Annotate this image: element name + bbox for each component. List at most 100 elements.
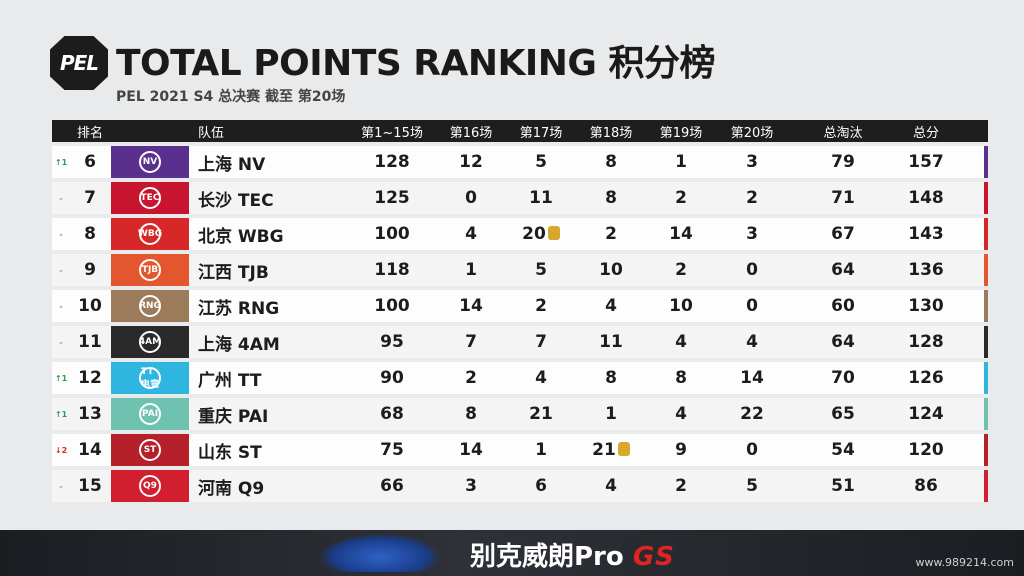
cell-games-1-15: 95 bbox=[348, 332, 436, 352]
cell-value: 54 bbox=[831, 440, 855, 460]
team-name: 广州 TT bbox=[198, 370, 262, 391]
cell-game-20: 4 bbox=[716, 332, 788, 352]
team-logo-cell: Q9 bbox=[110, 470, 190, 502]
rank-cell: 14 bbox=[78, 440, 102, 460]
cell-game-18: 8 bbox=[576, 188, 646, 208]
cell-value: 4 bbox=[746, 332, 758, 352]
team-name: 北京 WBG bbox=[198, 226, 284, 247]
cell-game-19: 14 bbox=[646, 224, 716, 244]
cell-value: 8 bbox=[605, 152, 617, 172]
cell-value: 71 bbox=[831, 188, 855, 208]
cell-value: 157 bbox=[908, 152, 944, 172]
team-color-accent bbox=[984, 470, 988, 502]
cell-game-17: 1 bbox=[506, 440, 576, 460]
cell-game-20: 3 bbox=[716, 152, 788, 172]
cell-total-kills: 70 bbox=[788, 368, 898, 388]
cell-game-19: 2 bbox=[646, 476, 716, 496]
cell-total-kills: 64 bbox=[788, 260, 898, 280]
cell-value: 70 bbox=[831, 368, 855, 388]
cell-game-17: 5 bbox=[506, 152, 576, 172]
cell-games-1-15: 125 bbox=[348, 188, 436, 208]
cell-value: 1 bbox=[465, 260, 477, 280]
team-logo-icon: PAI bbox=[111, 398, 189, 430]
col-game-20: 第20场 bbox=[730, 125, 774, 141]
page-title: TOTAL POINTS RANKING 积分榜 bbox=[116, 43, 716, 84]
table-row: -8 WBG 北京 WBG 100 4 20 2 14 3 67 143 bbox=[52, 218, 988, 250]
team-color-accent bbox=[984, 146, 988, 178]
table-row: -10 RNG 江苏 RNG 100 14 2 4 10 0 60 130 bbox=[52, 290, 988, 322]
cell-value: 0 bbox=[746, 440, 758, 460]
cell-game-20: 2 bbox=[716, 188, 788, 208]
cell-total-kills: 67 bbox=[788, 224, 898, 244]
cell-game-19: 1 bbox=[646, 152, 716, 172]
team-logo-abbr: TEC bbox=[139, 187, 161, 209]
rank-cell: 11 bbox=[78, 332, 102, 352]
cell-value: 148 bbox=[908, 188, 944, 208]
cell-value: 4 bbox=[675, 332, 687, 352]
pel-logo: PEL bbox=[50, 36, 108, 90]
team-logo-cell: NV bbox=[110, 146, 190, 178]
rank-change-indicator: - bbox=[59, 265, 63, 275]
table-row: ↑1 6 NV 上海 NV 128 12 5 8 1 3 79 157 bbox=[52, 146, 988, 178]
cell-total-kills: 79 bbox=[788, 152, 898, 172]
cell-value: 51 bbox=[831, 476, 855, 496]
cell-value: 14 bbox=[459, 440, 483, 460]
cell-game-16: 1 bbox=[436, 260, 506, 280]
team-logo-cell: 4AM bbox=[110, 326, 190, 358]
cell-value: 6 bbox=[535, 476, 547, 496]
cell-game-18: 2 bbox=[576, 224, 646, 244]
team-name: 重庆 PAI bbox=[198, 406, 269, 427]
rank-change-indicator: - bbox=[59, 481, 63, 491]
cell-total-points: 86 bbox=[898, 476, 954, 496]
rank-cell: 15 bbox=[78, 476, 102, 496]
team-color-accent bbox=[984, 326, 988, 358]
cell-game-16: 3 bbox=[436, 476, 506, 496]
team-name: 山东 ST bbox=[198, 442, 262, 463]
cell-total-points: 136 bbox=[898, 260, 954, 280]
cell-value: 11 bbox=[529, 188, 553, 208]
cell-game-18: 8 bbox=[576, 152, 646, 172]
team-logo-icon: ST bbox=[111, 434, 189, 466]
table-row: - 15 Q9 河南 Q9 66 3 6 4 2 5 51 86 bbox=[52, 470, 988, 502]
cell-value: 128 bbox=[374, 152, 410, 172]
team-logo-cell: TT电竞 bbox=[110, 362, 190, 394]
cell-value: 1 bbox=[675, 152, 687, 172]
cell-game-17: 7 bbox=[506, 332, 576, 352]
cell-value: 3 bbox=[746, 152, 758, 172]
cell-game-16: 0 bbox=[436, 188, 506, 208]
cell-total-points: 143 bbox=[898, 224, 954, 244]
cell-value: 22 bbox=[740, 404, 764, 424]
cell-games-1-15: 128 bbox=[348, 152, 436, 172]
cell-game-17: 5 bbox=[506, 260, 576, 280]
cell-game-18: 4 bbox=[576, 476, 646, 496]
cell-value: 7 bbox=[535, 332, 547, 352]
cell-value: 1 bbox=[605, 404, 617, 424]
rank-cell: 8 bbox=[84, 224, 96, 244]
col-game-16: 第16场 bbox=[449, 125, 493, 141]
team-logo-abbr: TJB bbox=[139, 259, 161, 281]
cell-value: 126 bbox=[908, 368, 944, 388]
rank-cell: 6 bbox=[84, 152, 96, 172]
team-logo-abbr: 4AM bbox=[139, 331, 161, 353]
cell-value: 20 bbox=[522, 224, 546, 244]
cell-value: 0 bbox=[746, 296, 758, 316]
cell-value: 3 bbox=[465, 476, 477, 496]
cell-games-1-15: 75 bbox=[348, 440, 436, 460]
team-logo-cell: RNG bbox=[110, 290, 190, 322]
cell-game-18: 10 bbox=[576, 260, 646, 280]
cell-game-20: 0 bbox=[716, 296, 788, 316]
team-color-accent bbox=[984, 398, 988, 430]
cell-value: 8 bbox=[605, 368, 617, 388]
cell-value: 0 bbox=[465, 188, 477, 208]
col-game-18: 第18场 bbox=[589, 125, 633, 141]
cell-value: 14 bbox=[459, 296, 483, 316]
cell-game-20: 14 bbox=[716, 368, 788, 388]
team-logo-icon: Q9 bbox=[111, 470, 189, 502]
team-color-accent bbox=[984, 362, 988, 394]
cell-game-20: 5 bbox=[716, 476, 788, 496]
chicken-dinner-medal-icon bbox=[617, 442, 630, 456]
team-logo-icon: TJB bbox=[111, 254, 189, 286]
cell-value: 4 bbox=[535, 368, 547, 388]
cell-game-18: 1 bbox=[576, 404, 646, 424]
cell-value: 8 bbox=[465, 404, 477, 424]
